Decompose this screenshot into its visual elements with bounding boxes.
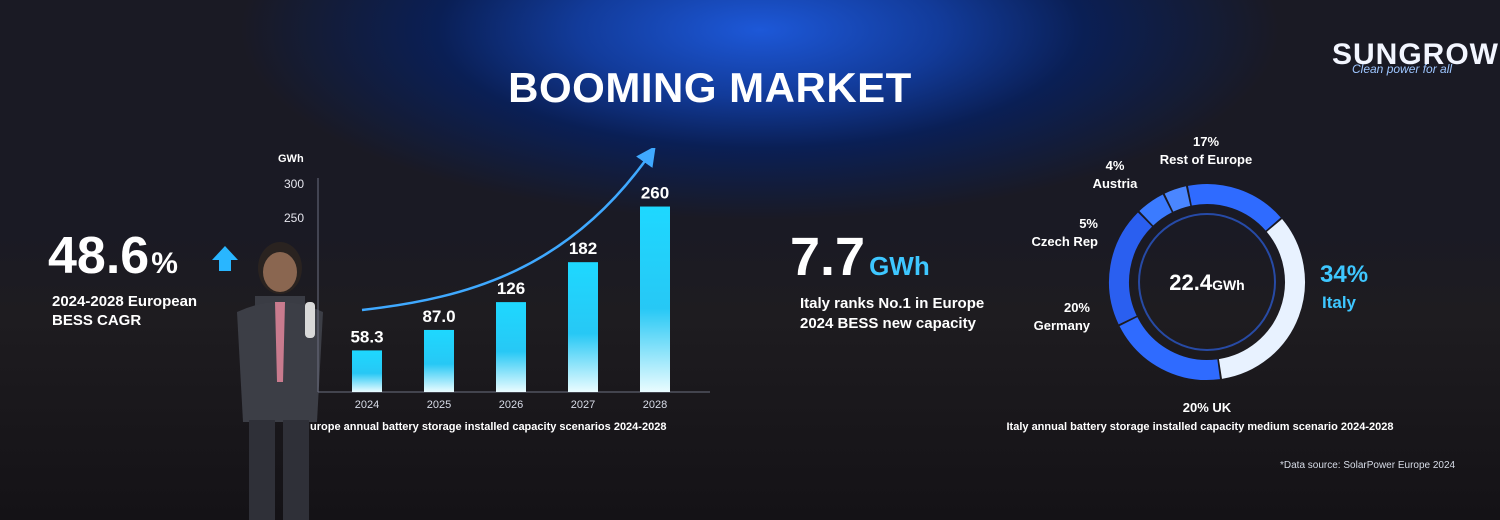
donut-center-value: 22.4GWh [1169, 270, 1244, 295]
bar-value-label: 126 [497, 279, 525, 298]
donut-pct-austria: 4% [1106, 158, 1125, 173]
cagr-unit: % [151, 247, 178, 280]
donut-label-uk: 20% UK [1183, 400, 1232, 415]
bar-value-label: 260 [641, 184, 669, 203]
x-tick-label: 2028 [643, 399, 667, 411]
x-tick-label: 2024 [355, 399, 379, 411]
donut-name-austria: Austria [1093, 176, 1139, 191]
data-source-note: *Data source: SolarPower Europe 2024 [1280, 460, 1456, 471]
up-arrow-icon [212, 246, 238, 260]
donut-chart: 22.4GWh 34% Italy 20% UK 20% Germany 5% Czech … [1007, 134, 1394, 433]
donut-name-germany: Germany [1034, 318, 1091, 333]
donut-pct-italy: 34% [1320, 261, 1368, 288]
slide-title: BOOMING MARKET [508, 64, 912, 111]
donut-center-number: 22.4 [1169, 270, 1213, 295]
italy-label-line1: Italy ranks No.1 in Europe [800, 295, 985, 312]
donut-center-unit: GWh [1212, 277, 1245, 293]
donut-slice-czech-rep [1139, 194, 1173, 226]
donut-pct-germany: 20% [1064, 300, 1090, 315]
bar-2028 [640, 206, 670, 392]
bar-value-label: 182 [569, 239, 597, 258]
cagr-value: 48.6% [48, 226, 178, 286]
x-tick-label: 2026 [499, 399, 523, 411]
cagr-number: 48.6 [48, 227, 150, 285]
donut-slice-germany [1109, 212, 1153, 325]
donut-name-czech-rep: Czech Rep [1032, 234, 1099, 249]
italy-capacity-label: Italy ranks No.1 in Europe 2024 BESS new… [800, 294, 1020, 334]
donut-slice-rest-of-europe [1187, 184, 1281, 231]
speaker-figure [237, 242, 323, 520]
donut-slice-uk [1119, 316, 1220, 380]
bar-chart: GWh 300 250 58.3 2024 87.0 2025 126 2026 182 20… [278, 148, 710, 433]
donut-name-rest-of-europe: Rest of Europe [1160, 152, 1252, 167]
donut-name-italy: Italy [1322, 293, 1357, 312]
donut-slice-austria [1164, 186, 1191, 212]
italy-capacity-value: 7.7 GWh [790, 226, 930, 288]
x-tick-label: 2027 [571, 399, 595, 411]
italy-capacity-unit: GWh [869, 251, 930, 281]
bar-2024 [352, 350, 382, 392]
bar-value-label: 58.3 [350, 327, 383, 346]
bar-2026 [496, 302, 526, 392]
donut-pct-czech-rep: 5% [1079, 216, 1098, 231]
y-axis-label: GWh [278, 153, 304, 165]
sungrow-logo: SUNGROW [1332, 38, 1499, 71]
x-tick-label: 2025 [427, 399, 451, 411]
growth-trend-arrow [361, 148, 656, 312]
y-tick-300: 300 [284, 177, 304, 191]
italy-capacity-number: 7.7 [790, 227, 866, 287]
y-tick-250: 250 [284, 211, 304, 225]
cagr-label: 2024-2028 European BESS CAGR [52, 292, 252, 330]
cagr-label-line1: 2024-2028 European [52, 293, 198, 310]
cagr-label-line2: BESS CAGR [52, 312, 142, 329]
bar-2025 [424, 329, 454, 392]
bar-value-label: 87.0 [422, 307, 455, 326]
donut-slice-italy [1218, 219, 1305, 379]
donut-caption: Italy annual battery storage installed c… [1007, 421, 1394, 433]
italy-label-line2: 2024 BESS new capacity [800, 315, 976, 332]
bar-chart-caption: urope annual battery storage installed c… [310, 421, 666, 433]
donut-pct-rest-of-europe: 17% [1193, 134, 1219, 149]
up-arrow-icon-stem [219, 259, 231, 271]
donut-inner-ring [1138, 213, 1276, 351]
bar-2027 [568, 262, 598, 392]
logo-tagline: Clean power for all [1352, 62, 1453, 76]
